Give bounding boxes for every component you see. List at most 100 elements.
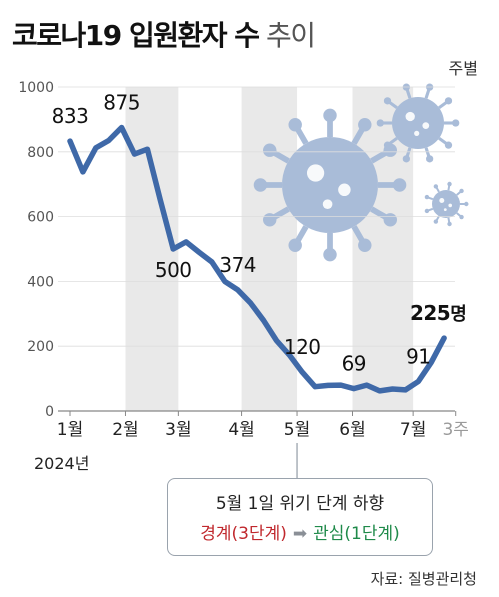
data-point [404,388,407,392]
chart-title: 코로나19 입원환자 수 추이 [12,14,316,54]
virus-spike-tip [452,119,460,127]
policy-callout: 5월 1일 위기 단계 하향 경계(3단계) ➡ 관심(1단계) [167,478,433,556]
data-labels: 833 875 500 374 120 69 91 225명 [52,91,467,376]
chart-title-sub: 추이 [265,19,316,52]
virus-spike-tip [433,219,439,224]
data-label: 500 [155,258,192,282]
data-point [288,353,291,357]
source-note: 자료: 질병관리청 [370,570,477,588]
data-point [365,383,368,387]
data-label: 875 [103,91,140,115]
data-point [184,240,188,244]
callout-change: 경계(3단계) ➡ 관심(1단계) [168,519,432,544]
data-point [94,146,98,150]
virus-illustration [253,83,469,262]
x-tick-label: 3주 [442,420,468,440]
y-tick-label: 600 [27,210,54,226]
virus-spike-tip [383,141,392,149]
data-point [352,387,355,390]
data-point [301,370,304,374]
data-point [313,385,317,388]
virus-spike-tip [447,221,452,227]
virus-spike-tip [392,178,407,192]
x-tick-label: 6월 [339,420,365,440]
x-tick-label: 3월 [165,420,191,440]
virus-spike-tip [383,213,397,227]
virus-spike-tip [424,194,430,200]
data-point [275,339,278,342]
data-point [107,139,110,142]
virus-spike-tip [426,155,434,163]
data-point [81,170,85,174]
virus-spike-tip [323,108,337,123]
data-point [197,251,201,254]
virus-spike-tip [402,155,410,163]
year-label: 2024년 [34,454,90,473]
virus-spot [405,111,415,122]
data-point [146,148,149,151]
callout-to-level: 관심(1단계) [313,524,400,544]
data-label: 374 [219,253,256,277]
y-axis: 0 200 400 600 800 1000 [18,80,455,420]
x-tick-label: 4월 [228,420,254,440]
virus-spike-tip [433,184,439,189]
series-line-path [67,124,447,394]
virus-icon-large [253,108,407,262]
data-point [120,126,123,129]
data-point [172,247,175,251]
virus-spot [448,203,453,208]
data-point [68,139,72,143]
unit-label: 주별 [449,59,478,78]
x-axis: 1월 2월 3월 4월 5월 6월 7월 3주 [57,411,469,478]
virus-spot [439,197,445,204]
virus-spike-tip [459,214,464,220]
arrow-right-icon: ➡ [292,524,308,544]
virus-spike-tip [288,238,302,252]
y-tick-label: 800 [27,145,54,161]
month-band [241,87,298,411]
data-label: 120 [284,335,321,359]
virus-spike-tip [263,143,277,157]
data-point [262,319,265,322]
virus-spike-tip [464,201,469,207]
data-point [378,389,381,393]
data-point [442,336,446,340]
virus-spike-tip [253,178,268,192]
virus-spot [322,199,333,209]
data-label: 225명 [410,301,466,325]
y-tick-label: 200 [27,339,54,355]
x-tick-label: 5월 [284,420,310,440]
series-line [67,124,447,394]
virus-spike-tip [459,188,464,194]
data-label: 91 [406,345,430,369]
callout-from-level: 경계(3단계) [200,524,287,544]
x-tick-label: 1월 [57,420,83,440]
data-point [236,288,239,292]
data-point [159,198,162,202]
virus-spike-tip [383,97,392,105]
data-label-unit: 명 [450,304,466,325]
virus-body [432,190,460,218]
virus-spike-tip [358,118,372,132]
data-label: 833 [52,104,89,128]
virus-spot [338,183,351,197]
data-point [210,260,214,264]
virus-spike-tip [424,208,430,214]
data-point [391,387,394,391]
y-tick-label: 1000 [18,80,54,96]
x-tick-label: 7월 [400,420,426,440]
virus-icon-small [424,181,469,227]
data-point [249,301,252,305]
data-point [417,380,420,383]
y-tick-label: 400 [27,274,54,290]
virus-spike-tip [323,247,337,262]
y-tick-label: 0 [45,404,54,420]
virus-spot [443,208,447,212]
virus-spike-tip [288,118,302,132]
data-point [326,384,330,387]
data-point [430,361,433,364]
virus-spike-tip [444,141,453,149]
virus-icon-medium [376,83,460,163]
virus-spike-tip [447,181,452,187]
data-point [223,280,226,283]
